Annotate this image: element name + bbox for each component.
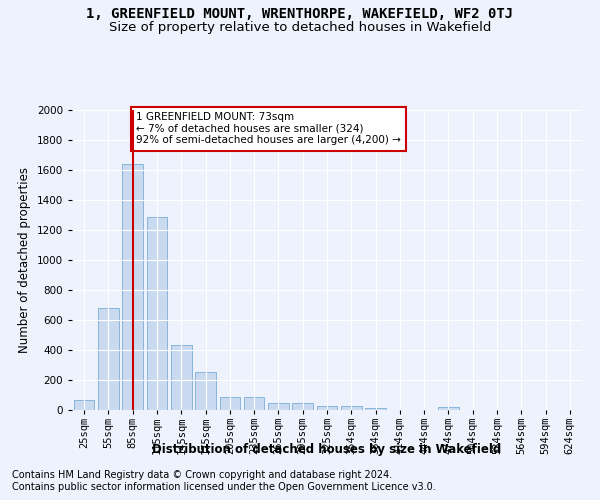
Text: 1 GREENFIELD MOUNT: 73sqm
← 7% of detached houses are smaller (324)
92% of semi-: 1 GREENFIELD MOUNT: 73sqm ← 7% of detach… bbox=[136, 112, 401, 146]
Bar bbox=[220, 396, 240, 410]
Bar bbox=[98, 308, 119, 410]
Bar bbox=[365, 408, 386, 410]
Text: Size of property relative to detached houses in Wakefield: Size of property relative to detached ho… bbox=[109, 21, 491, 34]
Text: 1, GREENFIELD MOUNT, WRENTHORPE, WAKEFIELD, WF2 0TJ: 1, GREENFIELD MOUNT, WRENTHORPE, WAKEFIE… bbox=[86, 8, 514, 22]
Text: Distribution of detached houses by size in Wakefield: Distribution of detached houses by size … bbox=[152, 442, 502, 456]
Bar bbox=[438, 407, 459, 410]
Bar bbox=[146, 217, 167, 410]
Bar bbox=[74, 400, 94, 410]
Y-axis label: Number of detached properties: Number of detached properties bbox=[18, 167, 31, 353]
Bar bbox=[195, 372, 216, 410]
Text: Contains public sector information licensed under the Open Government Licence v3: Contains public sector information licen… bbox=[12, 482, 436, 492]
Bar bbox=[171, 345, 191, 410]
Bar bbox=[292, 403, 313, 410]
Bar bbox=[122, 164, 143, 410]
Bar bbox=[317, 406, 337, 410]
Bar bbox=[268, 402, 289, 410]
Bar bbox=[341, 406, 362, 410]
Text: Contains HM Land Registry data © Crown copyright and database right 2024.: Contains HM Land Registry data © Crown c… bbox=[12, 470, 392, 480]
Bar bbox=[244, 396, 265, 410]
